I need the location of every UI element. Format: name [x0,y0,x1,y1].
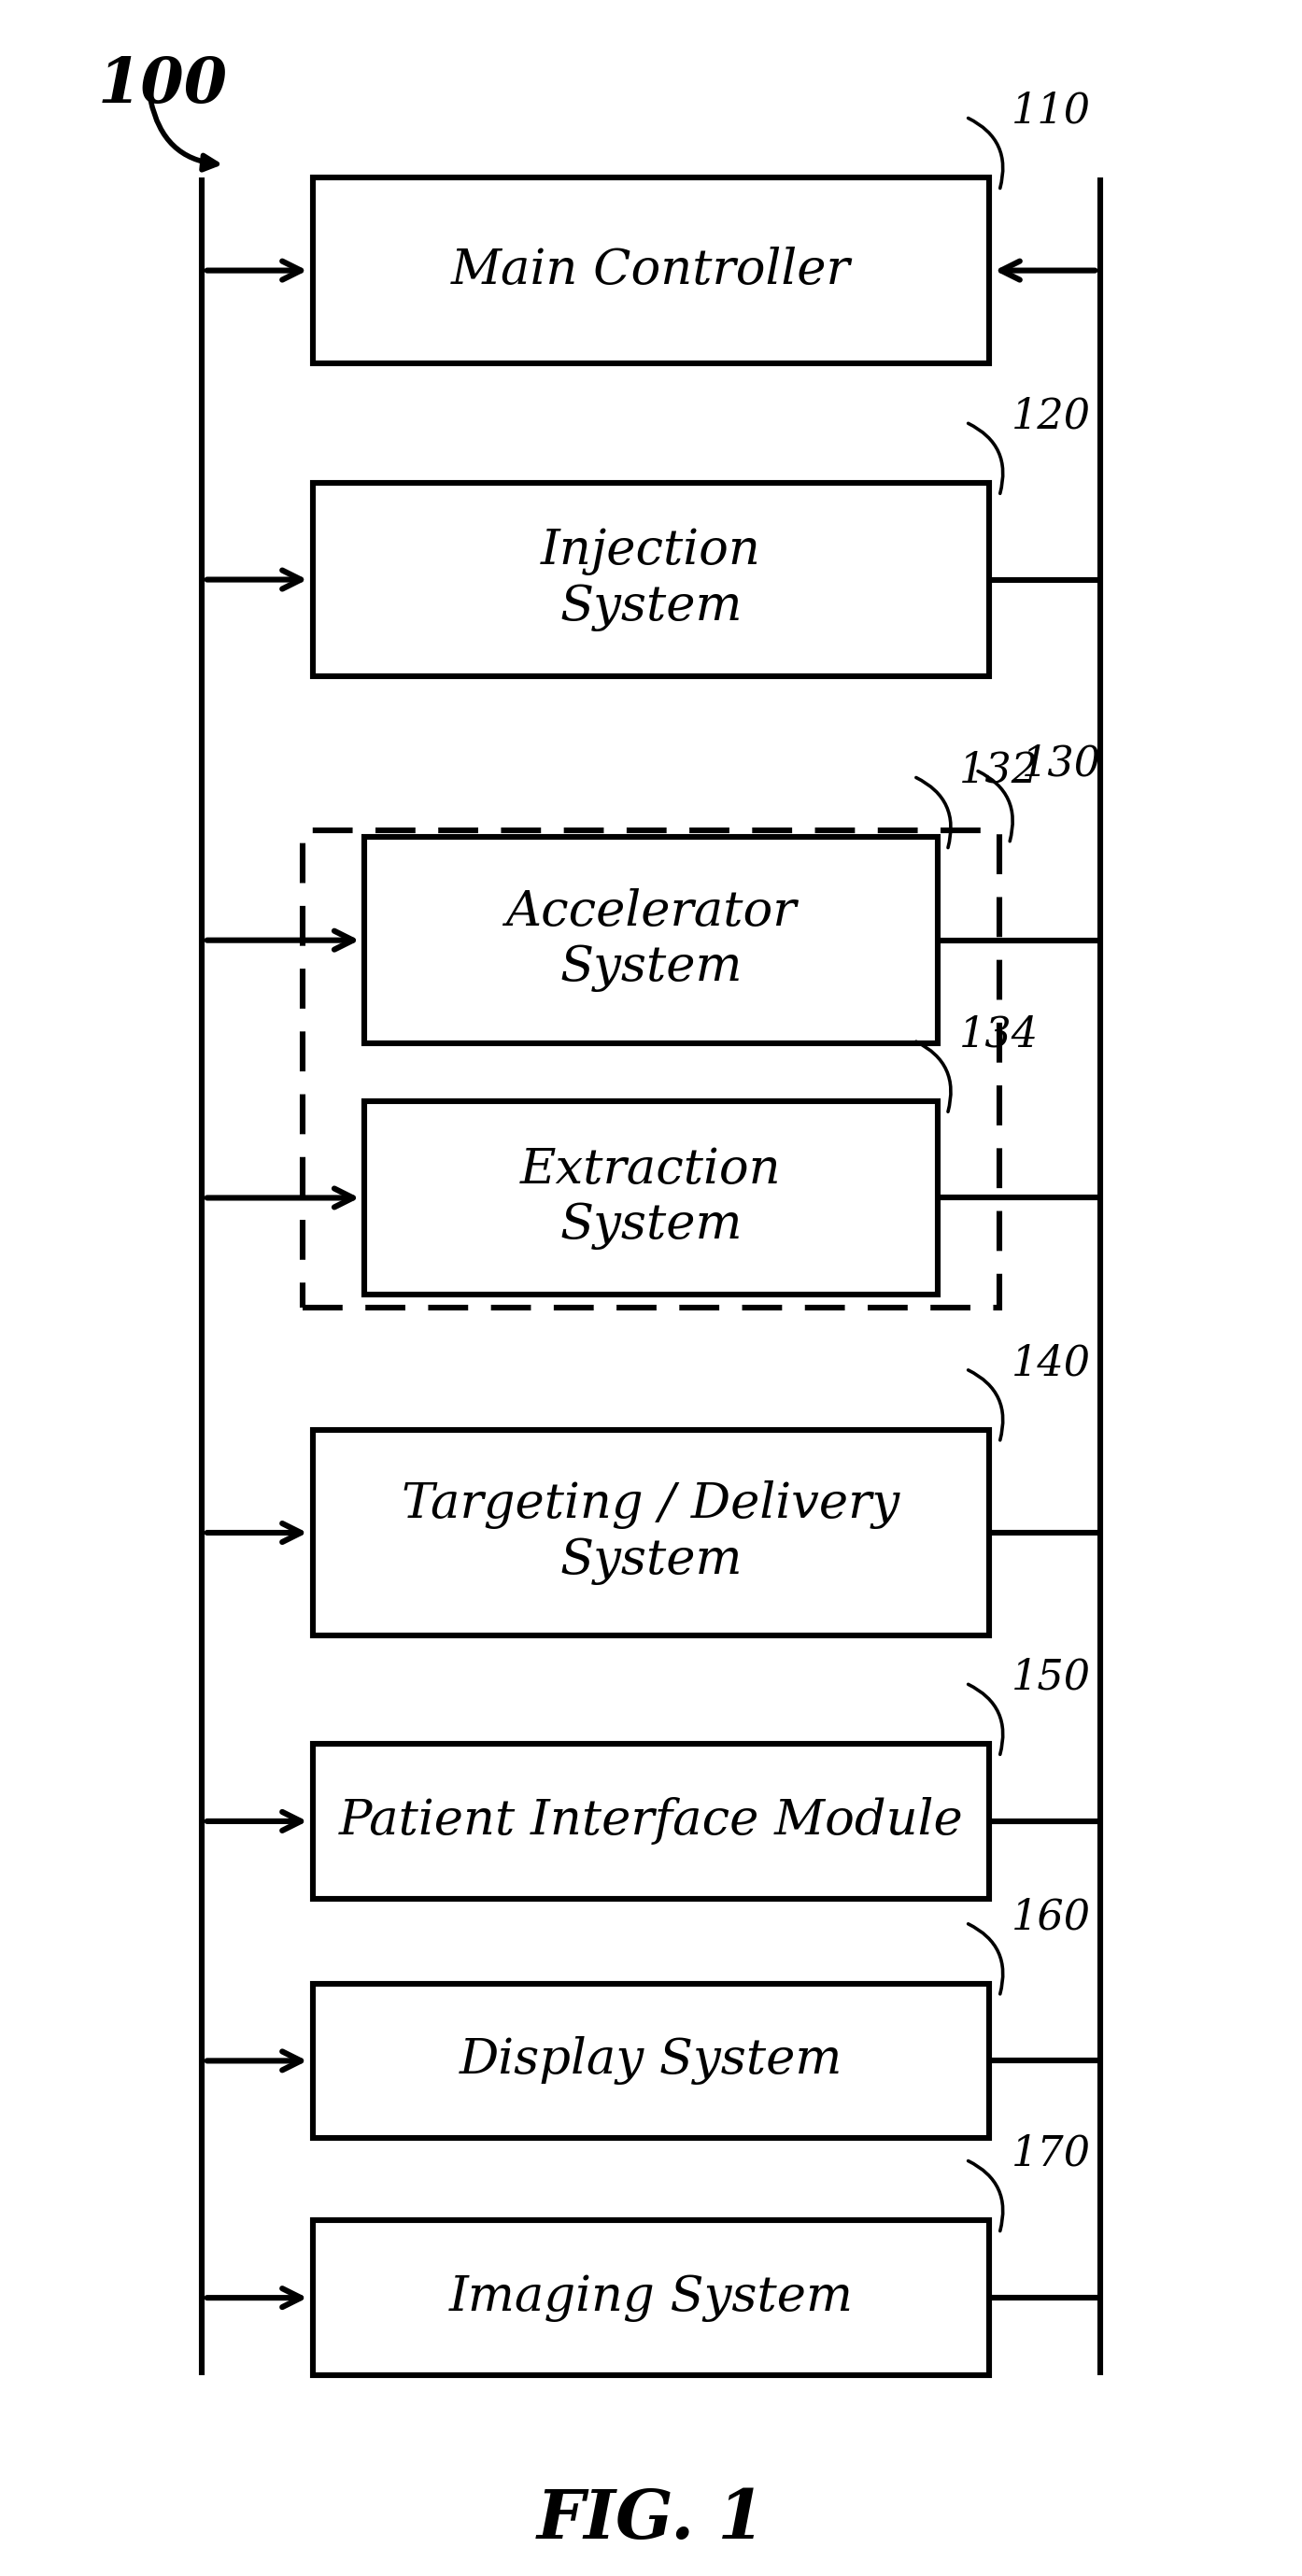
Text: 170: 170 [1012,2133,1091,2174]
Text: 130: 130 [1022,744,1101,783]
Bar [312,2221,990,2375]
Text: 134: 134 [960,1015,1039,1056]
Text: Targeting / Delivery
System: Targeting / Delivery System [402,1481,900,1584]
Bar [365,1100,937,1293]
Text: 150: 150 [1012,1656,1091,1698]
Bar [312,1744,990,1899]
Text: 120: 120 [1012,397,1091,435]
Bar [312,178,990,363]
Text: FIG. 1: FIG. 1 [536,2486,766,2553]
Bar [312,1430,990,1636]
Text: Imaging System: Imaging System [449,2275,853,2321]
Bar [312,484,990,675]
Bar [365,837,937,1043]
Text: Patient Interface Module: Patient Interface Module [339,1798,963,1844]
Text: 160: 160 [1012,1896,1091,1937]
Text: Injection
System: Injection System [540,528,762,631]
Bar [312,1984,990,2138]
Text: 100: 100 [98,57,228,116]
Text: 132: 132 [960,750,1039,791]
Text: Main Controller: Main Controller [452,247,850,294]
Text: Extraction
System: Extraction System [521,1146,781,1249]
Text: Display System: Display System [460,2038,842,2084]
Text: Accelerator
System: Accelerator System [505,889,797,992]
Bar [302,829,1000,1309]
Text: 140: 140 [1012,1342,1091,1383]
Text: 110: 110 [1012,90,1091,131]
